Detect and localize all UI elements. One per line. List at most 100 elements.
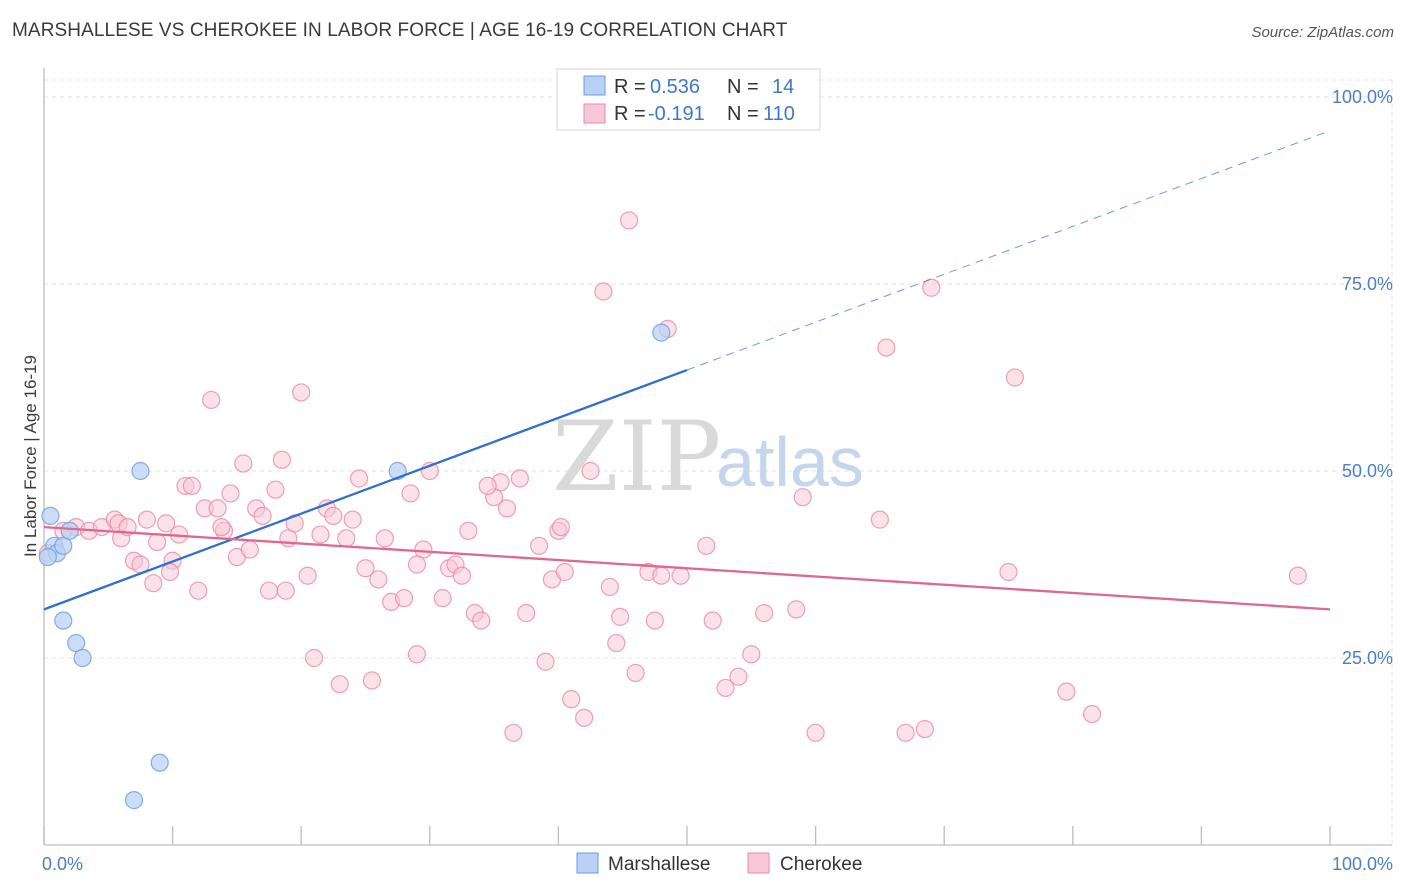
cherokee-point-75 [607,633,626,653]
legend-r-value-marshallese: 0.536 [650,76,700,98]
cherokee-point-49 [401,484,420,503]
marshallese-point-4 [60,521,79,540]
cherokee-point-85 [716,678,735,698]
cherokee-point-91 [806,723,825,742]
cherokee-point-97 [999,562,1018,582]
cherokee-point-106 [504,723,523,742]
cherokee-point-80 [652,566,671,585]
bottom-legend-swatch-cherokee [747,852,770,874]
trend-cherokee [43,525,1331,611]
cherokee-point-98 [1005,368,1025,387]
cherokee-point-99 [1057,682,1076,701]
watermark: ZIP atlas [552,401,864,513]
cherokee-point-34 [292,383,311,402]
trend-marshallese [43,368,688,611]
legend-swatch-marshallese [583,75,606,96]
cherokee-point-59 [472,611,491,630]
cherokee-point-82 [671,566,690,585]
cherokee-point-51 [414,540,433,559]
cherokee-point-39 [324,506,343,525]
cherokee-point-70 [562,690,581,709]
legend-r-label-marshallese: R = [614,76,646,98]
cherokee-point-89 [787,600,806,619]
cherokee-point-94 [896,723,915,742]
cherokee-point-73 [594,282,613,301]
watermark-zip: ZIP [552,401,721,513]
cherokee-point-88 [755,604,774,623]
marshallese-point-8 [131,461,150,481]
cherokee-point-40 [330,675,349,694]
marshallese-point-13 [38,547,57,567]
cherokee-point-28 [253,506,272,525]
marshallese-point-6 [67,633,86,653]
cherokee-point-35 [298,566,317,585]
legend-n-value-marshallese: 14 [772,76,794,98]
series-marshallese [38,323,671,810]
y-tick-label-1: 50.0% [1342,461,1393,481]
cherokee-point-95 [915,719,935,739]
y-tick-label-3: 100.0% [1332,87,1393,107]
cherokee-point-29 [259,581,279,600]
cherokee-point-48 [394,589,414,608]
legend-n-value-cherokee: 110 [763,103,795,125]
marshallese-point-11 [150,753,169,772]
cherokee-point-37 [311,525,330,544]
cherokee-point-46 [375,529,394,548]
cherokee-point-108 [160,562,180,582]
cherokee-point-105 [478,476,497,496]
x-tick-label-1: 100.0% [1332,854,1393,874]
cherokee-point-96 [922,278,941,297]
cherokee-point-44 [362,671,382,690]
marshallese-point-12 [124,791,144,810]
bottom-legend-swatch-marshallese [576,852,599,874]
cherokee-point-18 [189,581,208,600]
cherokee-point-109 [276,581,295,600]
cherokee-point-50 [407,645,427,664]
cherokee-point-92 [870,510,890,529]
cherokee-point-93 [877,338,896,357]
cherokee-point-69 [555,562,574,582]
cherokee-point-65 [530,536,549,555]
bottom-legend: Marshallese Cherokee [576,852,862,875]
cherokee-point-79 [645,611,664,630]
cherokee-point-26 [240,540,259,559]
cherokee-point-66 [536,652,555,671]
cherokee-point-25 [234,454,253,473]
y-axis-label: In Labor Force | Age 16-19 [21,355,40,557]
cherokee-point-100 [1082,704,1102,724]
cherokee-point-72 [581,461,600,481]
cherokee-point-53 [433,589,452,608]
trend-marshallese-extension [686,130,1331,371]
axes [43,68,1392,846]
cherokee-point-87 [742,645,761,664]
cherokee-point-12 [148,532,167,552]
cherokee-point-77 [626,663,645,683]
marshallese-point-5 [54,611,73,630]
cherokee-point-64 [517,604,536,623]
marshallese-point-3 [54,536,73,555]
bottom-legend-marshallese: Marshallese [608,854,710,875]
cherokee-point-63 [510,469,529,488]
y-tick-label-0: 25.0% [1342,648,1393,668]
trend-lines [43,130,1331,611]
cherokee-point-62 [497,499,517,518]
y-tick-label-2: 75.0% [1342,274,1393,294]
cherokee-point-10 [137,510,156,529]
cherokee-point-84 [703,611,722,630]
cherokee-point-56 [452,566,472,585]
marshallese-point-7 [73,648,92,668]
source-credit: Source: ZipAtlas.com [1251,24,1394,41]
legend-r-value-cherokee: -0.191 [648,103,705,125]
cherokee-point-104 [349,469,369,488]
cherokee-point-76 [620,211,639,230]
bottom-legend-cherokee: Cherokee [780,854,862,875]
cherokee-point-41 [337,529,356,548]
cherokee-point-23 [221,484,240,503]
cherokee-point-36 [304,648,324,668]
cherokee-point-111 [551,517,571,537]
x-tick-label-0: 0.0% [42,854,83,874]
cherokee-point-30 [266,480,285,499]
cherokee-point-103 [212,517,231,537]
legend-n-label-cherokee: N = [727,103,759,125]
